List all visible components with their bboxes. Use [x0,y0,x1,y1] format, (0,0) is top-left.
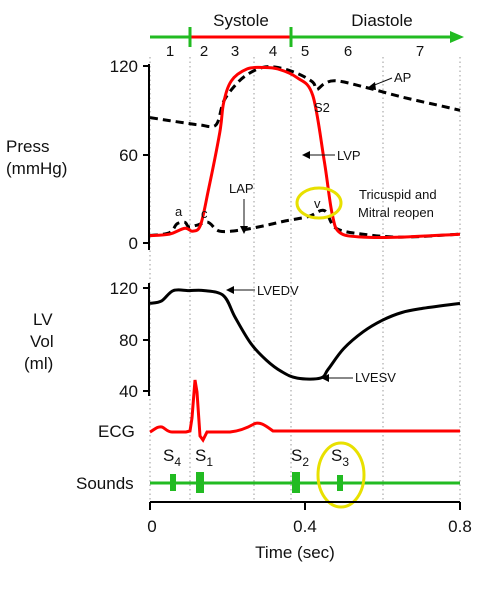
phase-num-5: 5 [301,43,309,60]
pressure-tick-label-120: 120 [110,57,138,76]
v-wave-highlight [295,186,343,220]
lvesv-label: LVESV [355,370,396,385]
s4-sound-label: S4 [163,446,181,469]
s3-sound-label: S3 [331,446,349,469]
phase-gridlines [149,57,461,502]
systole-label: Systole [213,11,269,30]
s2-mark [292,472,300,493]
pressure-panel: 120 60 0 Press (mmHg) AP S2 LVP LAP a c … [6,57,461,253]
ap-curve [149,65,461,129]
a-wave-label: a [175,204,183,219]
volume-ylabel-line1: LV [33,310,53,329]
s4-mark [170,474,176,491]
phase-header: Systole Diastole 1 2 3 4 5 6 7 [150,11,464,60]
ecg-label: ECG [98,422,135,441]
v-wave-label: v [314,196,321,211]
c-wave-label: c [201,206,208,221]
diastole-arrowhead [450,31,464,43]
reopen-label-line2: Mitral reopen [358,205,434,220]
s3-highlight [316,441,366,509]
volume-tick-label-120: 120 [110,279,138,298]
lvesv-pointer-head [321,374,329,382]
sounds-panel: Sounds S4 S1 S2 S3 [76,441,460,509]
phase-num-7: 7 [416,43,424,60]
lvp-curve [149,65,461,240]
sounds-label: Sounds [76,474,134,493]
ecg-panel: ECG [98,379,460,443]
phase-num-4: 4 [269,43,277,60]
pressure-ylabel-line2: (mmHg) [6,159,67,178]
phase-num-6: 6 [344,43,352,60]
pressure-tick-label-60: 60 [119,146,138,165]
volume-panel: 120 80 40 LV Vol (ml) LVEDV LVESV [24,279,461,401]
lvp-pointer-head [302,151,310,159]
reopen-label-line1: Tricuspid and [359,187,437,202]
ecg-trace [149,379,460,443]
s1-mark [196,472,204,493]
ap-pointer [371,77,393,87]
x-tick-label-04: 0.4 [293,517,317,536]
volume-tick-label-80: 80 [119,331,138,350]
lap-pointer-head [240,226,248,234]
x-tick-label-0: 0 [147,517,156,536]
ap-pointer-head [366,82,376,90]
pressure-ylabel-line1: Press [6,137,49,156]
lv-volume-curve [149,288,461,381]
lap-label: LAP [229,181,254,196]
diastole-label: Diastole [351,11,412,30]
s2-sound-label: S2 [291,446,309,469]
volume-ylabel-line3: (ml) [24,354,53,373]
phase-num-1: 1 [166,43,174,60]
x-axis-label: Time (sec) [255,543,335,562]
x-tick-label-08: 0.8 [448,517,472,536]
lvedv-label: LVEDV [257,283,299,298]
volume-tick-label-40: 40 [119,382,138,401]
lvp-label: LVP [337,148,361,163]
phase-num-3: 3 [231,43,239,60]
phase-num-2: 2 [200,43,208,60]
lvedv-pointer-head [226,286,234,294]
volume-ylabel-line2: Vol [30,332,54,351]
s3-mark [337,475,343,491]
x-axis: 0 0.4 0.8 Time (sec) [147,501,472,562]
s2-label: S2 [314,100,330,115]
s1-sound-label: S1 [195,446,213,469]
ap-label: AP [394,70,411,85]
pressure-tick-label-0: 0 [129,234,138,253]
